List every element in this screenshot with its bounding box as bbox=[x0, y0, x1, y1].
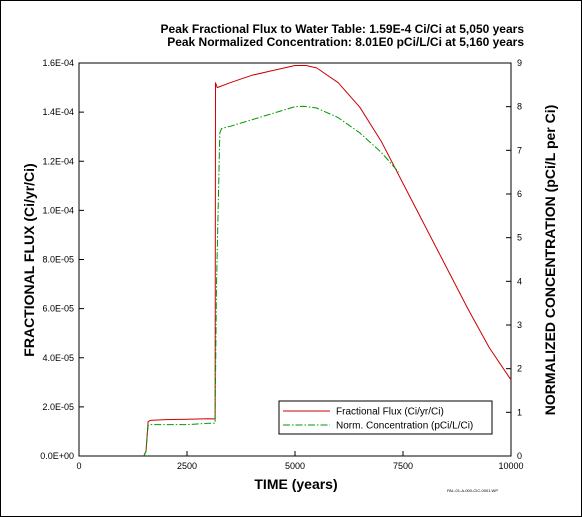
legend: Fractional Flux (Ci/yr/Ci) Norm. Concent… bbox=[278, 400, 493, 435]
left-tick-label: 0.0E+00 bbox=[40, 451, 74, 461]
left-axis-label: FRACTIONAL FLUX (Ci/yr/Ci) bbox=[21, 163, 37, 356]
left-tick-label: 6.0E-05 bbox=[42, 304, 74, 314]
right-tick-label: 4 bbox=[517, 276, 522, 286]
legend-label-flux: Fractional Flux (Ci/yr/Ci) bbox=[336, 407, 444, 418]
series-layer bbox=[143, 65, 512, 457]
header-line-1: Peak Fractional Flux to Water Table: 1.5… bbox=[161, 22, 525, 36]
right-tick-label: 2 bbox=[517, 364, 522, 374]
series-line-normalized-concentration bbox=[143, 105, 400, 457]
left-tick-label: 1.0E-04 bbox=[42, 205, 74, 215]
right-tick-label: 1 bbox=[517, 407, 522, 417]
right-tick-label: 6 bbox=[517, 189, 522, 199]
header-line-2: Peak Normalized Concentration: 8.01E0 pC… bbox=[167, 35, 524, 49]
x-axis-ticks: 0 2500 5000 7500 10000 bbox=[76, 451, 524, 471]
right-tick-label: 7 bbox=[517, 145, 522, 155]
right-axis-ticks: 0 1 2 3 4 5 6 7 8 9 bbox=[506, 58, 522, 461]
right-tick-label: 8 bbox=[517, 102, 522, 112]
right-tick-label: 9 bbox=[517, 58, 522, 68]
left-tick-label: 1.2E-04 bbox=[42, 156, 74, 166]
left-tick-label: 4.0E-05 bbox=[42, 353, 74, 363]
plot-area bbox=[78, 62, 512, 457]
right-tick-label: 3 bbox=[517, 320, 522, 330]
footer-code: PAL-01-A-000-CIC-0001.WP bbox=[447, 488, 498, 493]
x-tick-label: 0 bbox=[76, 461, 81, 471]
legend-box bbox=[278, 400, 493, 435]
right-tick-label: 0 bbox=[517, 451, 522, 461]
left-tick-label: 1.6E-04 bbox=[42, 58, 74, 68]
left-tick-label: 1.4E-04 bbox=[42, 107, 74, 117]
left-axis-ticks: 0.0E+00 2.0E-05 4.0E-05 6.0E-05 8.0E-05 1.0E-… bbox=[40, 58, 84, 461]
legend-label-concentration: Norm. Concentration (pCi/L/Ci) bbox=[336, 421, 473, 432]
x-tick-label: 2500 bbox=[177, 461, 197, 471]
left-tick-label: 8.0E-05 bbox=[42, 255, 74, 265]
x-axis-label: TIME (years) bbox=[254, 476, 337, 492]
x-tick-label: 10000 bbox=[498, 461, 523, 471]
x-tick-label: 7500 bbox=[393, 461, 413, 471]
series-line-fractional-flux bbox=[143, 65, 512, 457]
x-tick-label: 5000 bbox=[285, 461, 305, 471]
right-tick-label: 5 bbox=[517, 233, 522, 243]
left-tick-label: 2.0E-05 bbox=[42, 402, 74, 412]
right-axis-label: NORMALIZED CONCENTRATION (pCi/L per Ci) bbox=[542, 105, 558, 416]
